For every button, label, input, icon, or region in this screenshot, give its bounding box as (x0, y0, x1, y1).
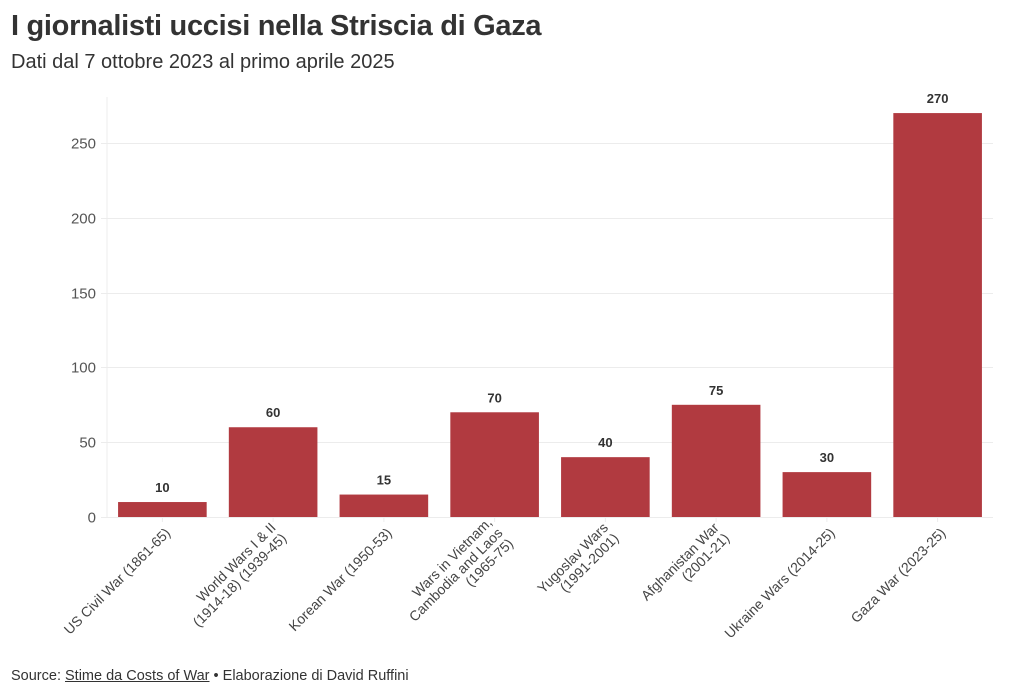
data-label: 30 (820, 450, 834, 465)
x-tick-label: Yugoslav Wars(1991-2001) (534, 519, 622, 607)
x-tick-label-text: Ukraine Wars (2014-25) (721, 525, 838, 642)
x-tick-label: Wars in Vietnam,Cambodia and Laos(1965-7… (395, 514, 517, 635)
data-label: 60 (266, 405, 280, 420)
data-label: 270 (927, 91, 949, 106)
bars (118, 113, 982, 517)
source-link[interactable]: Stime da Costs of War (65, 668, 210, 684)
bar (893, 113, 982, 517)
x-tick-label: Afghanistan War(2001-21) (638, 519, 733, 614)
y-tick-label: 50 (79, 435, 96, 452)
data-label: 70 (487, 390, 501, 405)
data-label: 10 (155, 480, 169, 495)
x-tick-label-line: (1914-18) (1939-45) (189, 530, 289, 630)
x-tick-label-line: Korean War (1950-53) (285, 525, 394, 634)
bar (228, 427, 318, 517)
y-axis: 0 50 100 150 200 250 (71, 97, 108, 527)
y-tick-label: 100 (71, 360, 96, 377)
x-tick-label-line: Ukraine Wars (2014-25) (721, 525, 838, 642)
footer-credit: Elaborazione di David Ruffini (222, 668, 409, 684)
source-footer: Source: Stime da Costs of War • Elaboraz… (11, 668, 409, 684)
x-tick-label-text: US Civil War (1861-65) (61, 525, 174, 638)
y-tick-label: 150 (71, 286, 96, 303)
x-tick-label-text: Gaza War (2023-25) (847, 525, 948, 626)
x-tick-label-line: Gaza War (2023-25) (847, 525, 948, 626)
source-prefix: Source: (11, 668, 65, 684)
x-tick-label: Korean War (1950-53) (285, 525, 394, 634)
data-label: 75 (709, 383, 723, 398)
data-labels: 10 60 15 70 40 75 30 270 (155, 91, 948, 495)
chart-subtitle: Dati dal 7 ottobre 2023 al primo aprile … (11, 51, 395, 73)
bar (561, 457, 650, 517)
x-tick-label-text: Afghanistan War(2001-21) (638, 519, 733, 614)
data-label: 40 (598, 435, 612, 450)
bar (671, 404, 761, 517)
x-tick-label-line: US Civil War (1861-65) (61, 525, 174, 638)
data-label: 15 (377, 473, 391, 488)
x-tick-label: Ukraine Wars (2014-25) (721, 525, 838, 642)
x-tick-label: US Civil War (1861-65) (61, 525, 174, 638)
x-tick-label-text: World Wars I & II(1914-18) (1939-45) (179, 519, 290, 630)
bar (339, 494, 429, 517)
chart-title: I giornalisti uccisi nella Striscia di G… (11, 10, 542, 42)
x-tick-label-line: Cambodia and Laos (406, 525, 506, 625)
bar (450, 412, 539, 517)
x-tick-label-text: Wars in Vietnam,Cambodia and Laos(1965-7… (395, 514, 516, 635)
x-tick-label: World Wars I & II(1914-18) (1939-45) (179, 519, 290, 630)
bar (782, 472, 872, 517)
bar (118, 502, 207, 517)
x-tick-label-text: Korean War (1950-53) (285, 525, 394, 634)
y-tick-label: 200 (71, 211, 96, 228)
x-axis: US Civil War (1861-65) World Wars I & II(… (61, 514, 949, 641)
footer-separator: • (209, 668, 223, 684)
x-tick-label: Gaza War (2023-25) (847, 525, 948, 626)
gridlines (101, 143, 993, 518)
y-tick-label: 0 (88, 510, 96, 527)
y-tick-label: 250 (71, 136, 96, 153)
x-tick-label-text: Yugoslav Wars(1991-2001) (534, 519, 622, 607)
